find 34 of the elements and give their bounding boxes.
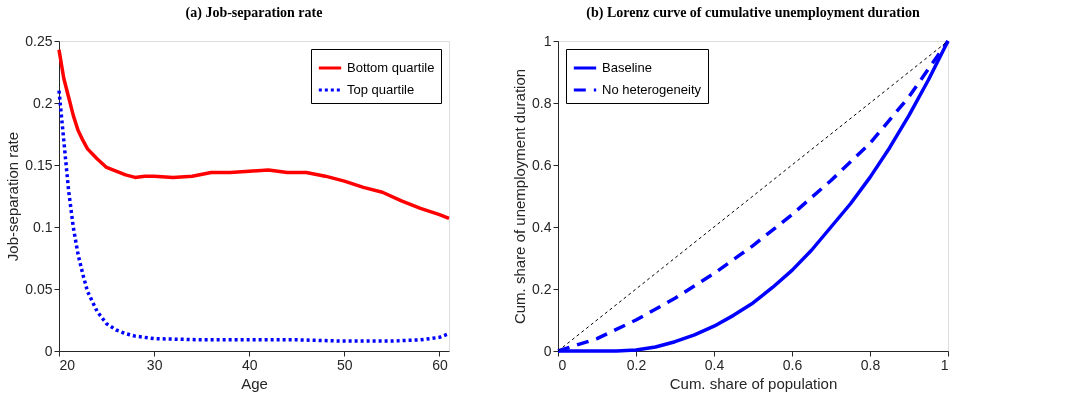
legend-label: Top quartile [347, 82, 415, 97]
x-axis-title: Age [241, 374, 268, 392]
y-tick-label: 0.4 [532, 218, 552, 235]
chart-title: (a) Job-separation rate [185, 5, 323, 21]
x-tick-label: 0.6 [782, 356, 803, 373]
y-tick-label: 0.1 [33, 218, 53, 235]
y-axis-title: Job-separation rate [4, 131, 22, 262]
x-tick-label: 50 [337, 356, 353, 373]
x-tick-label: 0 [558, 356, 567, 373]
y-tick-label: 0 [44, 342, 53, 359]
x-tick-label: 60 [432, 356, 448, 373]
y-tick-label: 1 [543, 32, 552, 49]
x-tick-label: 30 [146, 356, 163, 373]
legend-label: Bottom quartile [347, 60, 435, 75]
line-series [57, 47, 451, 221]
y-tick-label: 0.2 [532, 280, 552, 297]
x-axis-title: Cum. share of population [669, 374, 838, 392]
y-axis-title: Cum. share of unemployment duration [511, 68, 529, 325]
y-tick-label: 0.25 [25, 32, 53, 49]
x-tick-label: 40 [241, 356, 258, 373]
x-tick-label: 0.4 [704, 356, 725, 373]
x-tick-label: 0.2 [626, 356, 647, 373]
y-tick-label: 0.15 [25, 156, 53, 173]
x-tick-label: 0.8 [860, 356, 881, 373]
x-tick-label: 1 [940, 356, 949, 373]
legend-label: Baseline [602, 60, 652, 75]
y-tick-label: 0.2 [33, 94, 53, 111]
x-tick-label: 20 [59, 356, 76, 373]
chart-title: (b) Lorenz curve of cumulative unemployment duration [586, 5, 920, 21]
legend-label: No heterogeneity [602, 82, 702, 97]
y-tick-label: 0.6 [532, 156, 552, 173]
y-tick-label: 0.8 [532, 94, 552, 111]
y-tick-label: 0.05 [25, 280, 53, 297]
y-tick-label: 0 [543, 342, 552, 359]
